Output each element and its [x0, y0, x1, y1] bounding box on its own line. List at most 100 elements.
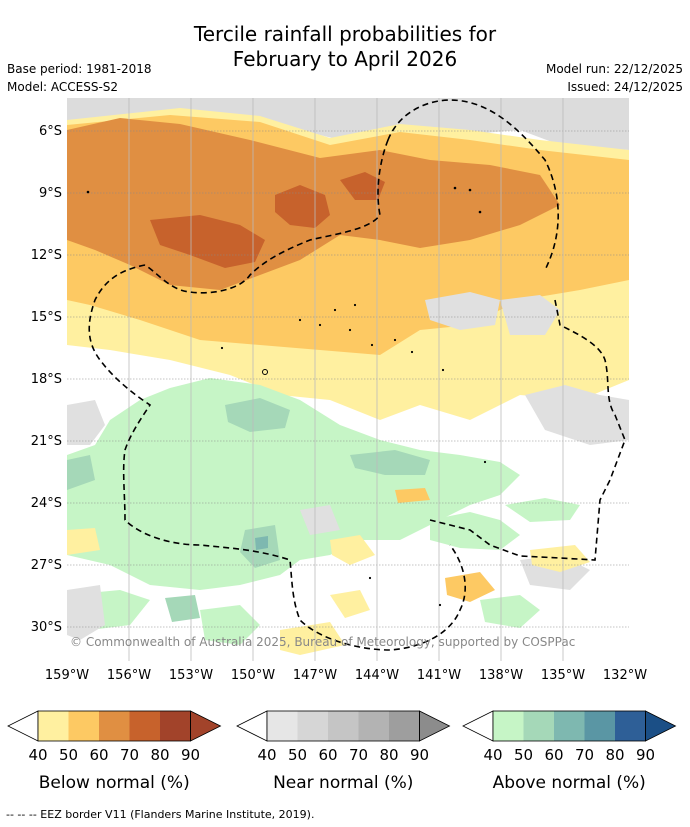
colorbar-min-arrow	[236, 710, 268, 742]
colorbar-tick-label: 50	[288, 746, 307, 764]
colorbar-tick-label: 60	[89, 746, 108, 764]
colorbar-title: Near normal (%)	[273, 773, 413, 793]
below-normal-patch-south-6	[67, 528, 100, 555]
near-normal-patch-4	[67, 400, 105, 445]
lon-label: 150°W	[231, 668, 275, 683]
colorbar-segment	[328, 711, 359, 741]
colorbar-title: Above normal (%)	[493, 773, 646, 793]
lat-label: 9°S	[39, 186, 62, 201]
eez-borders	[88, 99, 626, 651]
below-normal-patch-south-7	[280, 622, 345, 655]
grid-lines	[67, 130, 629, 628]
above-normal-50-patch-2	[350, 450, 430, 475]
below-normal-patch-south-2	[330, 590, 370, 618]
below-normal-patch-south-1	[330, 535, 375, 565]
colorbar-title: Below normal (%)	[39, 773, 190, 793]
above-normal-40-patch-s	[200, 605, 260, 645]
above-normal-40-patch-se2	[480, 595, 540, 628]
colorbar-tick-label: 70	[120, 746, 139, 764]
colorbar-tick-label: 50	[514, 746, 533, 764]
colorbar-segment	[297, 711, 328, 741]
longitude-labels: 159°W 156°W 153°W 150°W 147°W 144°W 141°…	[45, 668, 647, 683]
colorbar-segment	[358, 711, 389, 741]
below-normal-patch-south-5	[395, 488, 430, 503]
colorbar-segment	[523, 711, 554, 741]
lat-label: 15°S	[31, 310, 62, 325]
map-title: Tercile rainfall probabilities for Febru…	[0, 22, 690, 72]
colorbar-tick-label: 70	[575, 746, 594, 764]
above-normal-40-region	[67, 378, 520, 590]
colorbar-segment	[615, 711, 646, 741]
above-normal-40-patch-east	[430, 512, 520, 550]
eez-border-north	[144, 99, 626, 561]
near-normal-patch-south-3	[300, 505, 340, 535]
colorbar-tick-label: 40	[28, 746, 47, 764]
colorbar-frame	[266, 710, 420, 742]
above-normal-40-patch-se	[505, 498, 580, 522]
above-normal-50-patch-1	[225, 398, 290, 432]
below-normal-70-patch-2	[275, 185, 330, 228]
near-normal-patch-3	[525, 385, 629, 445]
lon-label: 144°W	[355, 668, 399, 683]
colorbar-tick-label: 40	[483, 746, 502, 764]
colorbar-min-arrow	[462, 710, 494, 742]
near-normal-patch-2	[500, 295, 560, 335]
colorbar-tick-label: 50	[59, 746, 78, 764]
base-period: Base period: 1981-2018	[7, 62, 152, 76]
colorbar-tick-label: 90	[410, 746, 429, 764]
colorbar-2: 40 50 60 70 80 90 Above normal (%)	[462, 710, 677, 793]
lon-label: 159°W	[45, 668, 89, 683]
lat-label: 21°S	[31, 434, 62, 449]
eez-footnote: -- -- -- EEZ border V11 (Flanders Marine…	[6, 808, 315, 821]
grid-lines-vertical	[128, 98, 564, 661]
meta-right: Model run: 22/12/2025 Issued: 24/12/2025	[546, 60, 683, 96]
lon-label: 132°W	[603, 668, 647, 683]
colorbar-tick-label: 90	[181, 746, 200, 764]
lon-label: 141°W	[417, 668, 461, 683]
near-normal-patch-south-1	[67, 585, 105, 640]
colorbar-tick-label: 80	[150, 746, 169, 764]
colorbar-segment	[129, 711, 160, 741]
colorbar-segment	[554, 711, 585, 741]
latitude-labels: 6°S 9°S 12°S 15°S 18°S 21°S 24°S 27°S 30…	[31, 124, 62, 635]
colorbar-tick-label: 60	[318, 746, 337, 764]
title-line-2: February to April 2026	[232, 47, 458, 71]
colorbar-max-arrow	[419, 710, 451, 742]
probability-field	[67, 98, 629, 661]
below-normal-patch-south-3	[445, 572, 495, 602]
colorbar-segment	[160, 711, 191, 741]
colorbar-segment	[99, 711, 130, 741]
colorbar-segment	[38, 711, 69, 741]
colorbar-tick-label: 40	[257, 746, 276, 764]
colorbar-1: 40 50 60 70 80 90 Near normal (%)	[236, 710, 451, 793]
model-name: Model: ACCESS-S2	[7, 80, 119, 94]
colorbar-tick-label: 80	[605, 746, 624, 764]
above-normal-60-patch	[255, 536, 268, 550]
lat-label: 18°S	[31, 372, 62, 387]
lon-label: 147°W	[293, 668, 337, 683]
map-credit: © Commonwealth of Australia 2025, Bureau…	[70, 635, 575, 649]
colorbar-0: 40 50 60 70 80 90 Below normal (%)	[7, 710, 222, 793]
colorbar-tick-label: 70	[349, 746, 368, 764]
lat-label: 27°S	[31, 558, 62, 573]
colorbar-tick-label: 60	[544, 746, 563, 764]
model-run: Model run: 22/12/2025	[545, 62, 683, 76]
lat-label: 24°S	[31, 496, 62, 511]
colorbar-frame	[37, 710, 191, 742]
eez-border-central	[88, 264, 466, 651]
colorbar-max-arrow	[190, 710, 222, 742]
lat-label: 6°S	[39, 124, 62, 139]
island-markers	[86, 186, 487, 607]
legend-group: 40 50 60 70 80 90 Below normal (%) 40 50 60 70 80 90…	[7, 710, 677, 793]
lat-label: 12°S	[31, 248, 62, 263]
near-normal-patch-1	[425, 292, 500, 330]
colorbar-tick-label: 90	[636, 746, 655, 764]
colorbar-tick-label: 80	[379, 746, 398, 764]
colorbar-segment	[584, 711, 615, 741]
lon-label: 153°W	[169, 668, 213, 683]
lon-label: 156°W	[107, 668, 151, 683]
colorbar-frame	[492, 710, 646, 742]
lon-label: 135°W	[541, 668, 585, 683]
above-normal-50-patch-3	[67, 455, 95, 490]
